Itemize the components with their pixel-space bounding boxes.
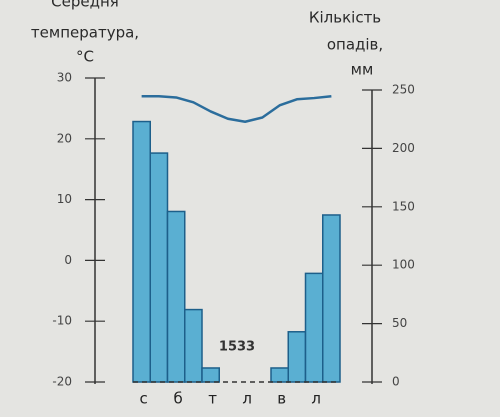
y2-tick-label: 100 <box>392 258 415 272</box>
bar <box>166 210 186 383</box>
y-tick-label: -20 <box>52 375 72 389</box>
x-tick-label: л <box>311 390 321 408</box>
y-tick-label: 0 <box>64 253 72 267</box>
x-tick-label: т <box>208 390 217 408</box>
bar <box>322 214 341 383</box>
x-tick-label: с <box>140 390 148 408</box>
bar <box>201 367 220 383</box>
bar <box>270 367 289 383</box>
bar <box>132 120 151 383</box>
bar <box>304 272 324 383</box>
y-tick-label: 30 <box>57 71 72 85</box>
y2-axis-title: Кількість <box>309 9 381 27</box>
y-tick-label: -10 <box>52 314 72 328</box>
y2-axis-title: мм <box>351 61 374 79</box>
y2-tick-label: 200 <box>392 141 415 155</box>
bar <box>149 152 169 383</box>
bar <box>184 308 203 383</box>
y2-tick-label: 150 <box>392 199 415 213</box>
annotation-bg <box>210 336 264 358</box>
temperature-line <box>141 94 332 124</box>
y-tick-label: 20 <box>57 131 72 145</box>
bar <box>287 331 307 383</box>
y-tick-label: 10 <box>57 192 72 206</box>
x-tick-label: л <box>242 390 252 408</box>
x-tick-label: б <box>173 390 182 408</box>
y-axis-title: °C <box>76 48 94 66</box>
x-tick-label: в <box>277 390 286 408</box>
y-axis-title: температура, <box>31 24 139 42</box>
y2-tick-label: 250 <box>392 83 415 97</box>
annotation: 1533 <box>219 340 255 355</box>
y2-tick-label: 50 <box>392 316 407 330</box>
y2-tick-label: 0 <box>392 375 400 389</box>
y-axis-title: Середня <box>51 0 119 11</box>
y2-axis-title: опадів, <box>327 36 383 54</box>
